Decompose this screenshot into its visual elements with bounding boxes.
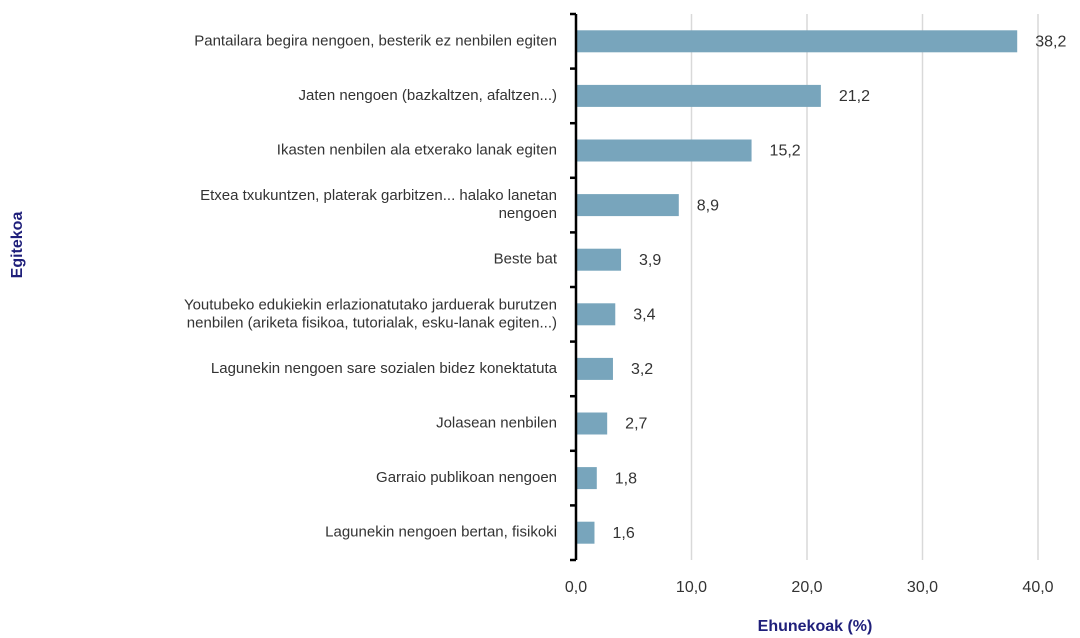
y-tick-label: Youtubeko edukiekin erlazionatutako jard… <box>184 296 557 331</box>
y-tick-label: Ikasten nenbilen ala etxerako lanak egit… <box>277 141 557 158</box>
y-tick-label: Pantailara begira nengoen, besterik ez n… <box>194 32 557 49</box>
bar <box>576 84 821 107</box>
x-axis-title: Ehunekoak (%) <box>758 618 873 635</box>
data-label: 21,2 <box>839 88 870 105</box>
bar <box>576 139 752 162</box>
data-label: 3,9 <box>639 252 661 269</box>
data-label: 3,2 <box>631 361 653 378</box>
data-label: 3,4 <box>633 307 655 324</box>
bar <box>576 412 608 435</box>
x-tick-label: 0,0 <box>565 579 587 596</box>
y-tick-label: Etxea txukuntzen, platerak garbitzen... … <box>200 187 557 222</box>
x-tick-label: 30,0 <box>907 579 938 596</box>
data-label: 1,6 <box>612 525 634 542</box>
y-tick-label: Lagunekin nengoen bertan, fisikoki <box>325 524 557 541</box>
y-tick-label: Jolasean nenbilen <box>436 414 557 431</box>
data-label: 8,9 <box>697 197 719 214</box>
data-label: 2,7 <box>625 416 647 433</box>
data-label: 15,2 <box>770 143 801 160</box>
x-tick-label: 20,0 <box>791 579 822 596</box>
y-axis-title: Egitekoa <box>9 212 26 279</box>
bar <box>576 467 597 490</box>
data-label: 1,8 <box>615 470 637 487</box>
bar <box>576 303 616 326</box>
bar <box>576 248 622 271</box>
data-label: 38,2 <box>1035 34 1066 51</box>
y-tick-label: Garraio publikoan nengoen <box>376 469 557 486</box>
x-tick-label: 10,0 <box>676 579 707 596</box>
bar <box>576 357 613 380</box>
bar <box>576 30 1018 53</box>
bar <box>576 194 679 217</box>
bar <box>576 521 595 544</box>
x-tick-label: 40,0 <box>1022 579 1053 596</box>
y-tick-label: Lagunekin nengoen sare sozialen bidez ko… <box>211 360 558 377</box>
y-tick-label: Jaten nengoen (bazkaltzen, afaltzen...) <box>298 87 557 104</box>
y-tick-label: Beste bat <box>494 251 558 268</box>
